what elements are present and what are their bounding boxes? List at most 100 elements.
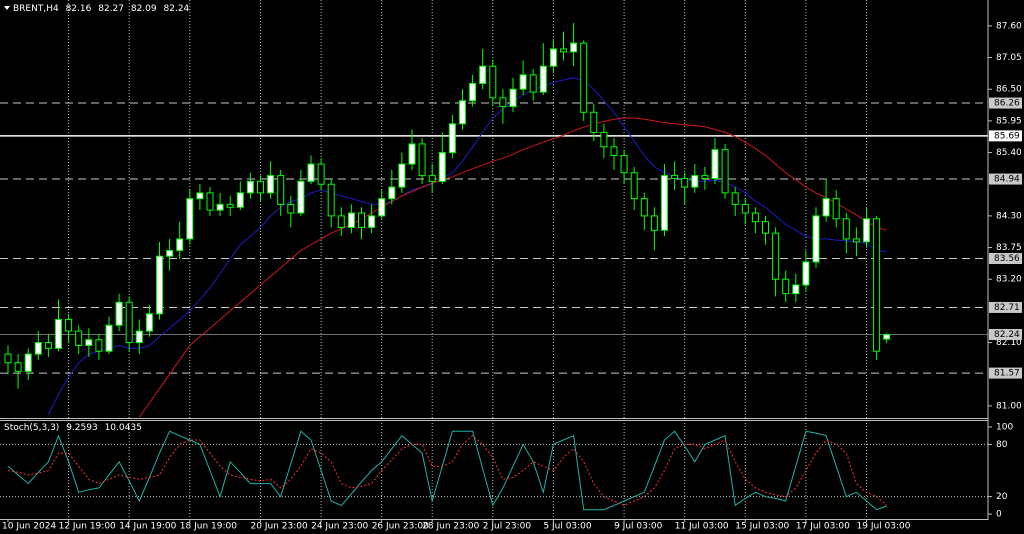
level-box xyxy=(989,367,1022,379)
candle-body xyxy=(388,186,396,200)
candle-body xyxy=(347,212,355,228)
candle-body xyxy=(630,172,638,200)
candle-body xyxy=(863,218,870,243)
candle-body xyxy=(166,249,174,257)
candle-body xyxy=(287,203,295,214)
price-tick-label: 87.05 xyxy=(996,53,1022,63)
candle-body xyxy=(267,175,275,194)
level-box xyxy=(989,329,1022,341)
candle-body xyxy=(620,154,628,174)
candle-body xyxy=(580,42,588,113)
price-tick-label: 85.95 xyxy=(996,116,1022,126)
candle-body xyxy=(135,330,143,344)
candle-body xyxy=(509,88,517,108)
candle-body xyxy=(873,218,881,352)
candle-body xyxy=(782,278,790,295)
candle-body xyxy=(115,301,123,326)
symbol: BRENT,H4 xyxy=(13,4,59,14)
candle-body xyxy=(14,362,22,372)
candle-body xyxy=(792,284,800,295)
candle-body xyxy=(731,192,739,205)
time-label: 5 Jul 03:00 xyxy=(543,522,592,532)
price-tick-label: 82.10 xyxy=(996,338,1022,348)
candle-body xyxy=(883,334,891,340)
candle-body xyxy=(307,163,315,182)
candle-body xyxy=(691,175,699,188)
candle-body xyxy=(459,100,466,125)
candle-body xyxy=(34,342,42,355)
candle-body xyxy=(95,339,103,352)
time-label: 17 Jul 03:00 xyxy=(796,522,850,532)
candle-body xyxy=(610,146,618,156)
candle-body xyxy=(398,163,406,188)
stoch-tick-label: 0 xyxy=(996,510,1002,520)
candle-body xyxy=(822,198,830,217)
time-label: 24 Jun 23:00 xyxy=(311,522,368,532)
level-box xyxy=(989,253,1022,265)
candle-body xyxy=(317,163,325,185)
candle-body xyxy=(661,175,668,231)
indicator-text: Stoch(5,3,3) 9.2593 10.0435 xyxy=(4,423,142,433)
candle-body xyxy=(65,319,73,332)
candle-body xyxy=(186,198,194,240)
candle-body xyxy=(701,175,709,179)
candle-body xyxy=(499,97,507,108)
price-panel xyxy=(0,23,988,418)
time-label: 12 Jun 19:00 xyxy=(59,522,116,532)
header-text: BRENT,H4 82.16 82.27 82.09 82.24 xyxy=(13,4,190,14)
candle-body xyxy=(438,152,446,182)
candle-body xyxy=(812,215,820,263)
time-label: 10 Jun 2024 xyxy=(2,522,56,532)
symbol-header: BRENT,H4 82.16 82.27 82.09 82.24 xyxy=(4,4,190,14)
candle-body xyxy=(539,65,547,93)
candle-body xyxy=(802,261,810,286)
candle-body xyxy=(277,175,285,205)
indicator-title: Stoch(5,3,3) xyxy=(4,423,59,433)
stoch-tick-label: 100 xyxy=(996,422,1013,432)
candle-body xyxy=(852,238,860,243)
candle-body xyxy=(560,48,567,53)
price-tick-label: 86.50 xyxy=(996,85,1022,95)
candle-body xyxy=(24,353,32,372)
menu-triangle[interactable] xyxy=(4,6,10,10)
candle-body xyxy=(44,342,52,349)
candle-body xyxy=(418,143,426,177)
candle-body xyxy=(751,212,759,223)
price-tick-label: 85.40 xyxy=(996,148,1022,158)
level-label: 81.57 xyxy=(994,369,1020,379)
level-box xyxy=(989,130,1022,142)
time-label: 14 Jun 19:00 xyxy=(119,522,176,532)
candle-body xyxy=(549,48,557,67)
candle-body xyxy=(196,192,204,200)
last-high: 82.27 xyxy=(98,4,124,14)
candle-body xyxy=(408,143,416,165)
candle-body xyxy=(327,183,335,217)
candle-body xyxy=(832,198,840,220)
price-tick-label: 83.20 xyxy=(996,275,1022,285)
time-label: 28 Jun 23:00 xyxy=(422,522,479,532)
last-open: 82.16 xyxy=(66,4,92,14)
candle-body xyxy=(176,238,184,251)
time-label: 26 Jun 23:00 xyxy=(372,522,429,532)
candle-body xyxy=(125,301,133,344)
candle-body xyxy=(206,192,214,211)
candle-body xyxy=(378,198,386,217)
moving-average xyxy=(47,77,887,415)
candle-body xyxy=(721,149,729,194)
level-box xyxy=(989,173,1022,185)
stoch-tick-label: 20 xyxy=(996,492,1008,502)
time-label: 20 Jun 23:00 xyxy=(251,522,308,532)
time-label: 19 Jul 03:00 xyxy=(857,522,911,532)
stoch-line xyxy=(7,430,887,511)
candle-body xyxy=(145,313,153,332)
candle-body xyxy=(590,111,598,133)
last-close: 82.24 xyxy=(164,4,190,14)
last-low: 82.09 xyxy=(131,4,157,14)
candle-body xyxy=(55,319,62,349)
candle-body xyxy=(570,42,578,53)
level-label: 85.69 xyxy=(994,131,1020,141)
time-label: 18 Jun 19:00 xyxy=(180,522,237,532)
candle-body xyxy=(762,221,769,234)
